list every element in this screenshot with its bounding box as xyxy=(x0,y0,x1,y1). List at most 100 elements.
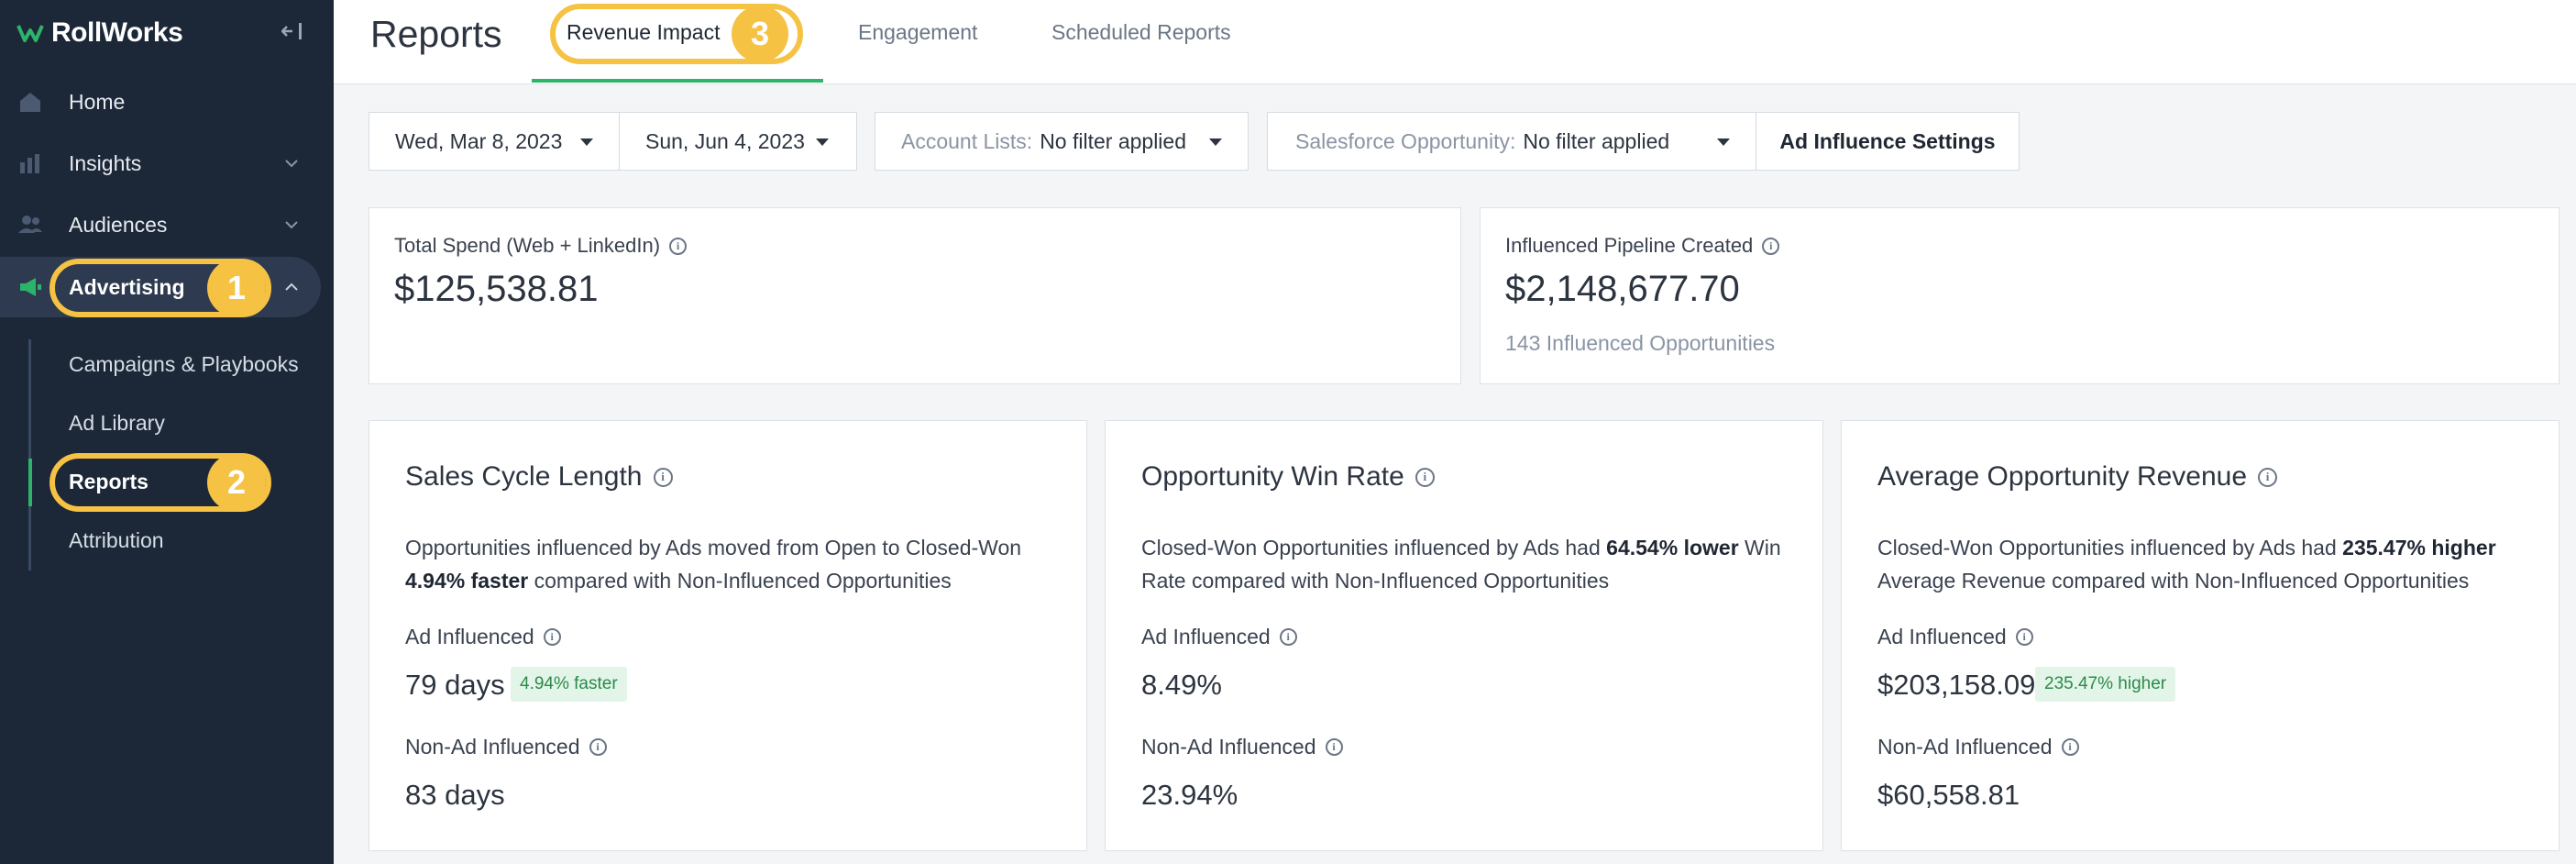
metric-card-win-rate: Opportunity Win Rate i Closed-Won Opport… xyxy=(1105,420,1823,851)
info-icon[interactable]: i xyxy=(2061,738,2079,756)
info-icon[interactable]: i xyxy=(653,467,673,487)
sidebar-item-label: Insights xyxy=(69,150,142,175)
ad-influenced-value: 79 days xyxy=(405,669,505,701)
logo-text: RollWorks xyxy=(51,17,183,48)
start-date-picker[interactable]: Wed, Mar 8, 2023 xyxy=(369,112,620,171)
sidebar-item-label: Home xyxy=(69,89,126,114)
home-icon xyxy=(17,88,44,116)
ad-influenced-label: Ad Influenced xyxy=(1141,625,1271,648)
top-bar: Reports Revenue Impact Engagement Schedu… xyxy=(334,0,2576,84)
comparison-badge: 235.47% higher xyxy=(2035,667,2176,702)
metric-description: Closed-Won Opportunities influenced by A… xyxy=(1141,536,1781,593)
total-spend-card: Total Spend (Web + LinkedIn) i $125,538.… xyxy=(369,207,1461,384)
metric-title-row: Average Opportunity Revenue i xyxy=(1877,461,2278,493)
ad-influenced-label: Ad Influenced xyxy=(1877,625,2007,648)
megaphone-icon xyxy=(17,273,44,301)
highlight-advertising xyxy=(50,259,271,317)
influenced-pipeline-label: Influenced Pipeline Created xyxy=(1505,234,1754,257)
end-date-picker[interactable]: Sun, Jun 4, 2023 xyxy=(619,112,857,171)
non-ad-influenced-label-row: Non-Ad Influenced i xyxy=(1141,735,1343,759)
info-icon[interactable]: i xyxy=(1279,628,1297,646)
sidebar-item-insights[interactable]: Insights xyxy=(0,133,334,194)
ad-influenced-label-row: Ad Influenced i xyxy=(1877,625,2033,649)
info-icon[interactable]: i xyxy=(2015,628,2033,646)
chevron-down-icon xyxy=(285,160,298,168)
sidebar-subitem-campaigns[interactable]: Campaigns & Playbooks xyxy=(69,352,299,376)
ad-influenced-label-row: Ad Influenced i xyxy=(405,625,561,649)
sidebar-item-label: Audiences xyxy=(69,212,168,237)
info-icon[interactable]: i xyxy=(669,237,688,255)
non-ad-influenced-label: Non-Ad Influenced xyxy=(1877,735,2053,759)
salesforce-opportunity-value: No filter applied xyxy=(1523,128,1670,153)
chart-icon xyxy=(17,150,44,177)
step-badge-1: 1 xyxy=(207,259,266,317)
salesforce-opportunity-filter[interactable]: Salesforce Opportunity: No filter applied xyxy=(1267,112,1756,171)
people-icon xyxy=(17,211,44,238)
influenced-pipeline-value: $2,148,677.70 xyxy=(1505,269,1740,309)
page-title: Reports xyxy=(370,13,502,55)
ad-influenced-label-row: Ad Influenced i xyxy=(1141,625,1297,649)
info-icon[interactable]: i xyxy=(2258,467,2278,487)
sidebar-subitem-attribution[interactable]: Attribution xyxy=(69,528,164,552)
collapse-sidebar-icon[interactable] xyxy=(279,18,308,44)
total-spend-label: Total Spend (Web + LinkedIn) xyxy=(394,234,661,257)
info-icon[interactable]: i xyxy=(1415,467,1435,487)
caret-down-icon xyxy=(816,138,829,146)
start-date-value: Wed, Mar 8, 2023 xyxy=(395,128,563,153)
ad-influenced-label: Ad Influenced xyxy=(405,625,534,648)
metric-card-sales-cycle: Sales Cycle Length i Opportunities influ… xyxy=(369,420,1087,851)
submenu-active-indicator xyxy=(28,459,32,506)
rollworks-logo[interactable]: RollWorks xyxy=(17,17,183,50)
ad-influenced-value: 8.49% xyxy=(1141,669,1222,701)
metric-card-avg-revenue: Average Opportunity Revenue i Closed-Won… xyxy=(1841,420,2559,851)
total-spend-value: $125,538.81 xyxy=(394,269,599,309)
influenced-opportunities-count: 143 Influenced Opportunities xyxy=(1505,331,1776,355)
account-lists-label: Account Lists: xyxy=(901,128,1033,153)
info-icon[interactable]: i xyxy=(543,628,561,646)
salesforce-opportunity-label: Salesforce Opportunity: xyxy=(1295,128,1516,153)
chevron-up-icon xyxy=(285,282,298,291)
sidebar-item-home[interactable]: Home xyxy=(0,72,334,132)
metric-title-row: Sales Cycle Length i xyxy=(405,461,673,493)
sidebar-item-label: Advertising xyxy=(69,274,185,299)
step-badge-3: 3 xyxy=(732,6,788,62)
influenced-pipeline-label-row: Influenced Pipeline Created i xyxy=(1505,234,1780,258)
account-lists-filter[interactable]: Account Lists: No filter applied xyxy=(875,112,1249,171)
influenced-pipeline-card: Influenced Pipeline Created i $2,148,677… xyxy=(1480,207,2559,384)
step-badge-2: 2 xyxy=(207,453,266,512)
info-icon[interactable]: i xyxy=(1325,738,1343,756)
logo-mark-icon xyxy=(17,25,44,42)
info-icon[interactable]: i xyxy=(1762,237,1780,255)
tab-engagement[interactable]: Engagement xyxy=(858,20,978,44)
caret-down-icon xyxy=(1209,138,1222,146)
active-tab-indicator xyxy=(532,79,823,83)
non-ad-influenced-label-row: Non-Ad Influenced i xyxy=(1877,735,2079,759)
comparison-badge: 4.94% faster xyxy=(511,667,627,702)
sidebar: RollWorks Home Insights Audiences Advert… xyxy=(0,0,334,864)
end-date-value: Sun, Jun 4, 2023 xyxy=(645,128,805,153)
metric-description: Opportunities influenced by Ads moved fr… xyxy=(405,536,1022,593)
metric-title: Opportunity Win Rate xyxy=(1141,461,1404,492)
caret-down-icon xyxy=(580,138,593,146)
ad-influenced-value: $203,158.09 xyxy=(1877,669,2036,701)
non-ad-influenced-value: 83 days xyxy=(405,779,505,811)
non-ad-influenced-label: Non-Ad Influenced xyxy=(1141,735,1316,759)
info-icon[interactable]: i xyxy=(589,738,607,756)
submenu-rail xyxy=(28,339,31,570)
metric-title: Sales Cycle Length xyxy=(405,461,643,492)
highlight-revenue-impact xyxy=(550,4,803,64)
sidebar-item-audiences[interactable]: Audiences xyxy=(0,194,334,255)
chevron-down-icon xyxy=(285,221,298,229)
sidebar-subitem-reports[interactable]: Reports xyxy=(69,470,149,493)
metric-title: Average Opportunity Revenue xyxy=(1877,461,2248,492)
non-ad-influenced-value: 23.94% xyxy=(1141,779,1238,811)
metric-title-row: Opportunity Win Rate i xyxy=(1141,461,1435,493)
caret-down-icon xyxy=(1717,138,1730,146)
non-ad-influenced-value: $60,558.81 xyxy=(1877,779,2020,811)
ad-influence-settings-button[interactable]: Ad Influence Settings xyxy=(1756,112,2020,171)
highlight-reports xyxy=(50,453,271,512)
tab-revenue-impact[interactable]: Revenue Impact xyxy=(567,20,721,44)
sidebar-subitem-ad-library[interactable]: Ad Library xyxy=(69,411,165,435)
account-lists-value: No filter applied xyxy=(1040,128,1186,153)
tab-scheduled-reports[interactable]: Scheduled Reports xyxy=(1051,20,1231,44)
